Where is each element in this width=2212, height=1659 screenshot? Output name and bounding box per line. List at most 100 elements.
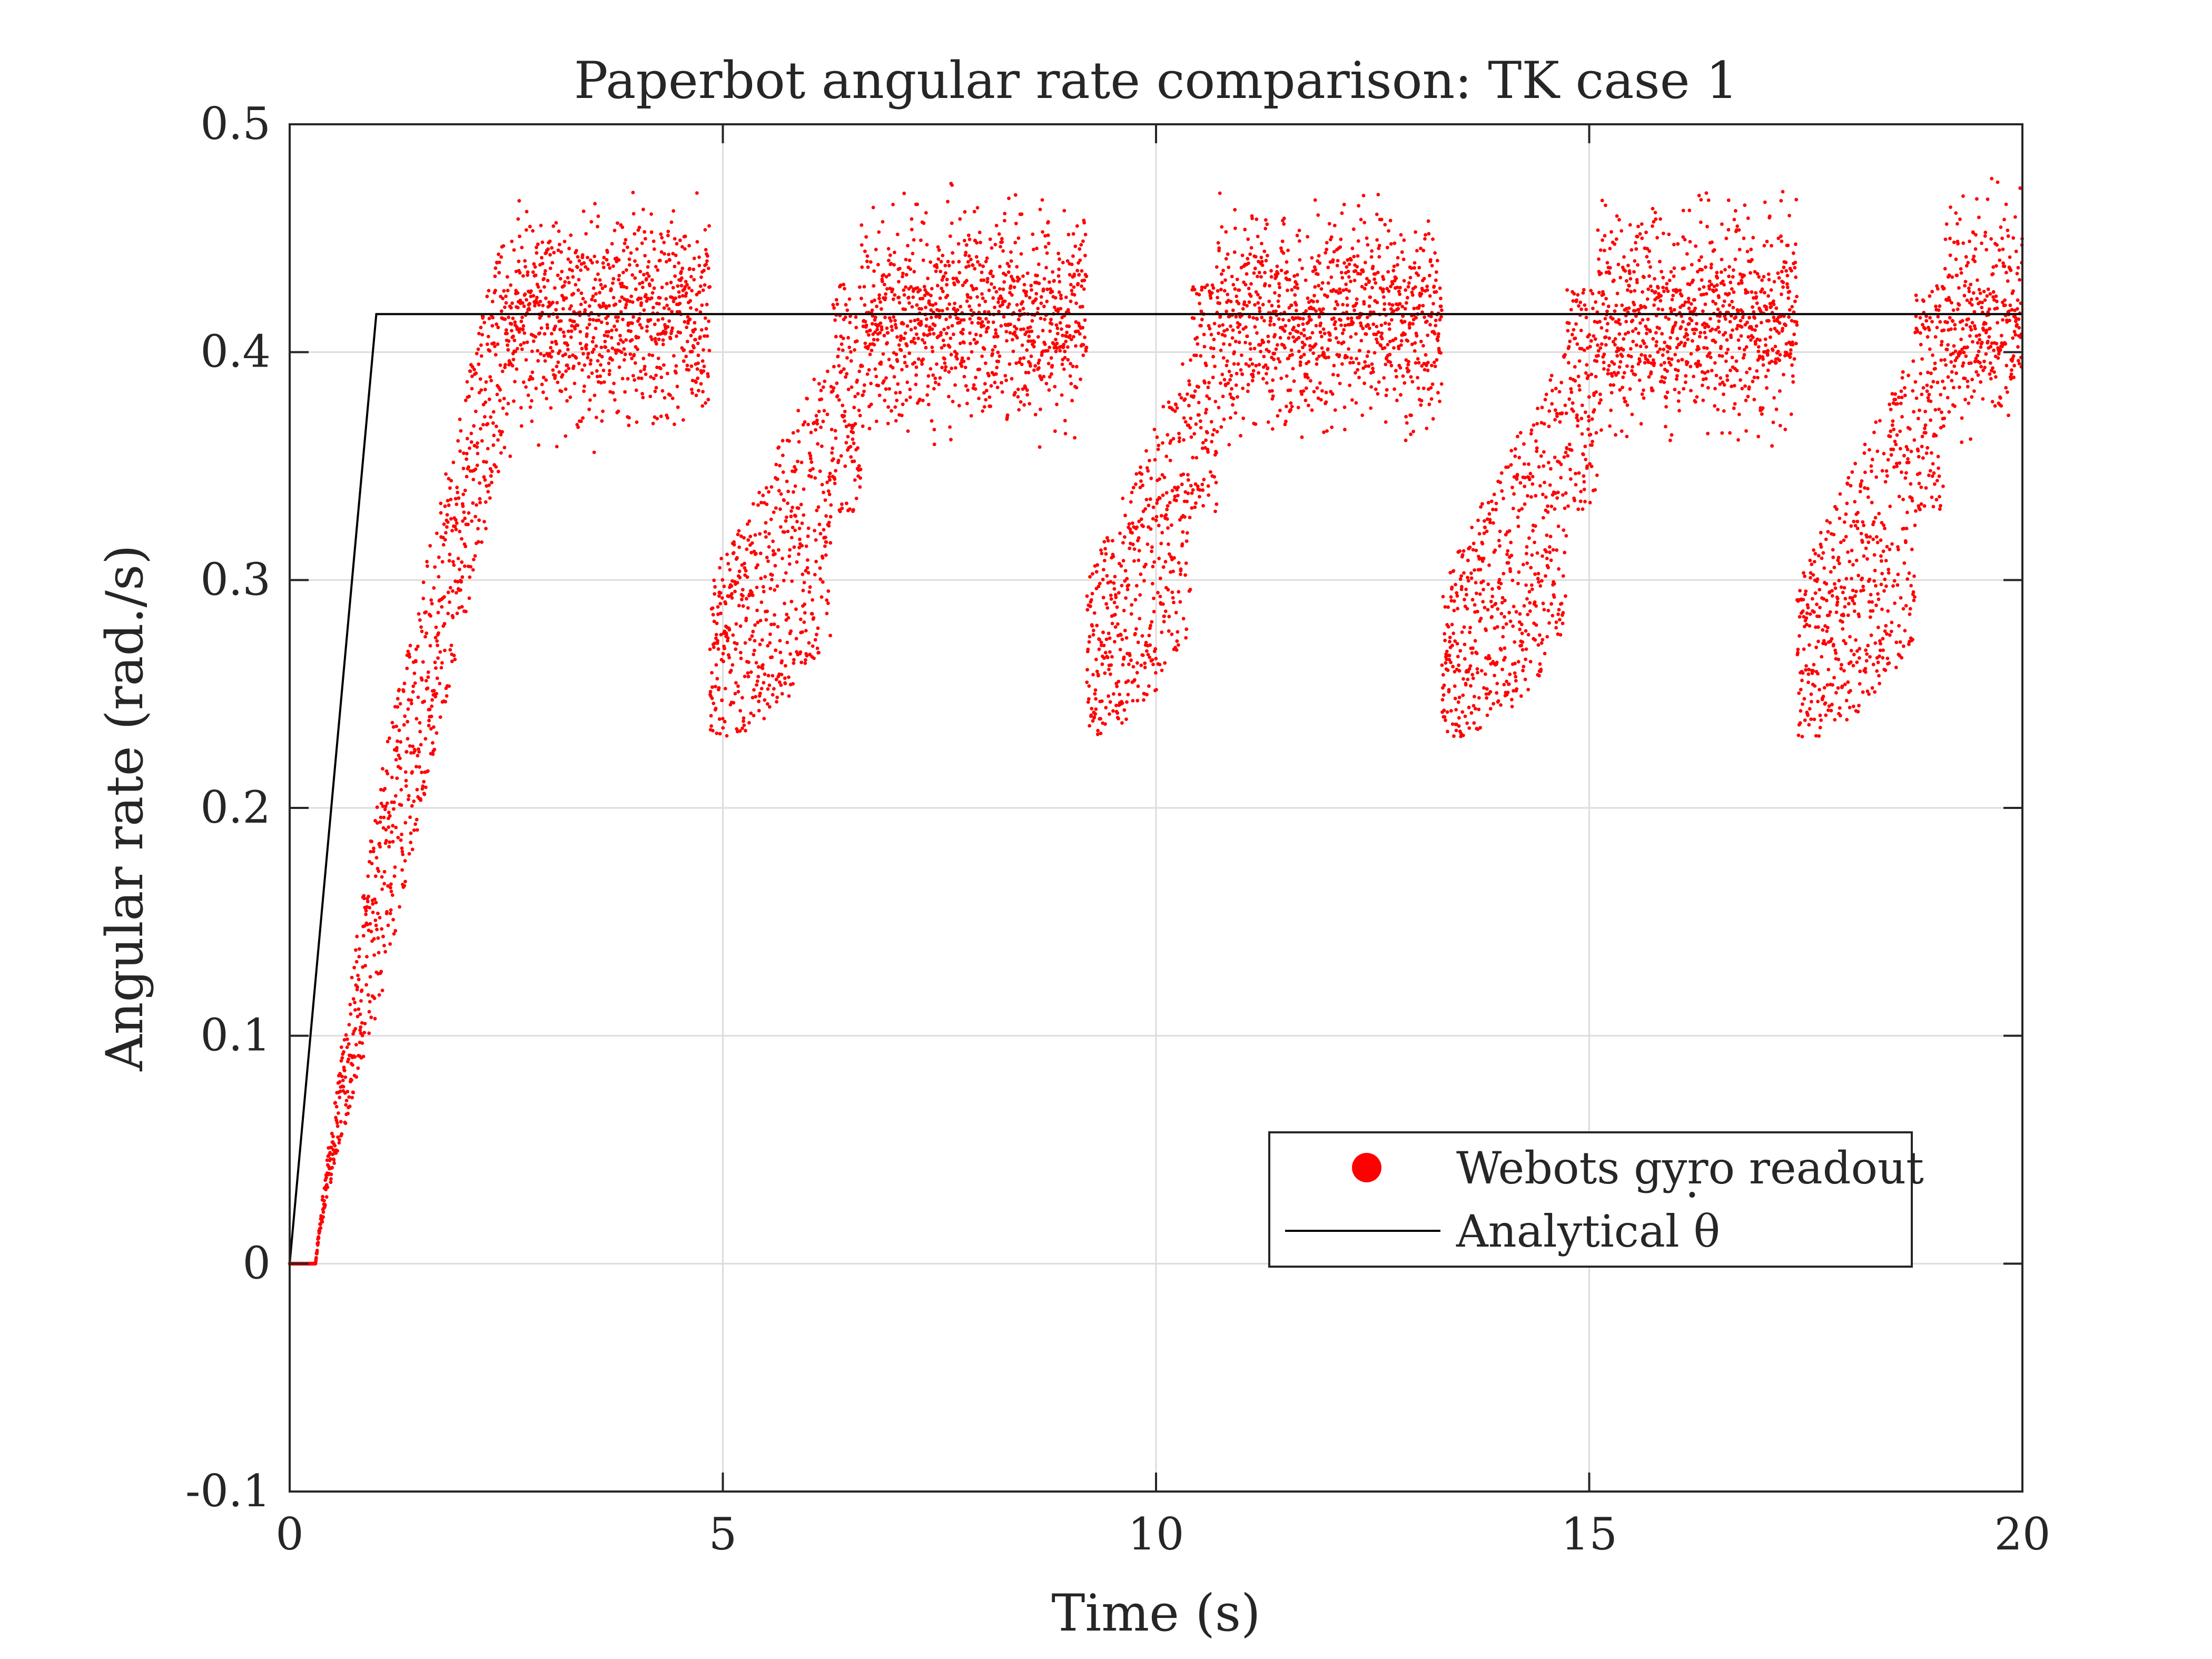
scatter-point <box>1198 495 1201 499</box>
scatter-point <box>1303 278 1308 282</box>
scatter-point <box>1401 314 1405 318</box>
scatter-point <box>1481 579 1485 583</box>
scatter-point <box>1065 259 1070 263</box>
scatter-point <box>911 295 915 299</box>
scatter-point <box>1209 470 1212 474</box>
scatter-point <box>1160 473 1164 477</box>
scatter-point <box>1450 585 1454 589</box>
scatter-point <box>506 289 510 292</box>
scatter-point <box>511 317 515 320</box>
scatter-point <box>572 320 576 323</box>
scatter-point <box>1446 625 1450 629</box>
scatter-point <box>1154 657 1158 660</box>
scatter-point <box>675 334 678 338</box>
scatter-point <box>1348 361 1352 365</box>
scatter-point <box>819 397 824 401</box>
scatter-point <box>1208 327 1212 331</box>
scatter-point <box>1106 539 1110 543</box>
scatter-point <box>1470 598 1475 602</box>
scatter-point <box>462 451 466 455</box>
scatter-point <box>390 830 393 834</box>
scatter-point <box>1475 651 1479 655</box>
scatter-point <box>566 348 570 351</box>
scatter-point <box>493 344 497 348</box>
scatter-point <box>587 322 591 327</box>
scatter-point <box>1102 540 1107 544</box>
scatter-point <box>824 514 828 518</box>
scatter-point <box>434 692 438 696</box>
scatter-point <box>329 1146 333 1149</box>
scatter-point <box>1063 419 1067 423</box>
scatter-point <box>790 579 794 583</box>
scatter-point <box>1347 289 1351 293</box>
scatter-point <box>804 629 808 633</box>
scatter-point <box>534 387 538 390</box>
scatter-point <box>845 308 850 312</box>
scatter-point <box>540 255 544 260</box>
scatter-point <box>1053 296 1058 300</box>
scatter-point <box>1352 254 1356 259</box>
scatter-point <box>1430 363 1434 368</box>
scatter-point <box>964 384 968 388</box>
scatter-point <box>453 525 457 529</box>
scatter-point <box>685 325 689 329</box>
scatter-point <box>1113 640 1117 644</box>
scatter-point <box>1081 304 1084 309</box>
scatter-point <box>915 303 919 307</box>
scatter-point <box>1419 246 1423 251</box>
scatter-point <box>647 260 651 264</box>
scatter-point <box>406 707 410 711</box>
scatter-point <box>1070 262 1074 266</box>
scatter-point <box>795 520 799 524</box>
scatter-point <box>890 328 894 332</box>
scatter-point <box>965 299 969 303</box>
scatter-point <box>819 389 823 392</box>
scatter-point <box>608 369 611 373</box>
scatter-point <box>1276 343 1279 347</box>
scatter-point <box>813 572 817 577</box>
scatter-point <box>1085 594 1089 598</box>
scatter-point <box>463 488 467 492</box>
scatter-point <box>1358 349 1362 352</box>
scatter-point <box>667 252 670 256</box>
scatter-point <box>767 490 771 494</box>
scatter-point <box>775 584 779 588</box>
scatter-point <box>661 338 665 342</box>
scatter-point <box>1237 288 1241 292</box>
scatter-point <box>1479 617 1483 620</box>
scatter-point <box>651 305 655 310</box>
scatter-point <box>1088 575 1092 579</box>
scatter-point <box>1355 297 1359 301</box>
scatter-point <box>1269 275 1273 279</box>
scatter-point <box>1429 258 1433 262</box>
scatter-point <box>459 588 462 592</box>
scatter-point <box>907 259 912 262</box>
scatter-point <box>399 740 403 744</box>
scatter-point <box>433 636 438 640</box>
scatter-point <box>1158 663 1162 667</box>
scatter-point <box>1391 269 1396 273</box>
scatter-point <box>639 376 644 380</box>
scatter-point <box>818 577 823 581</box>
scatter-point <box>835 381 839 386</box>
scatter-point <box>1151 581 1154 586</box>
scatter-point <box>1250 362 1255 366</box>
scatter-point <box>637 376 640 380</box>
scatter-point <box>1063 355 1067 360</box>
scatter-point <box>445 525 449 529</box>
scatter-point <box>1138 617 1142 620</box>
scatter-point <box>1041 230 1044 234</box>
scatter-point <box>1263 282 1267 286</box>
scatter-point <box>789 536 794 540</box>
scatter-point <box>825 480 829 485</box>
scatter-series-webots <box>288 176 2025 1266</box>
scatter-point <box>605 321 609 325</box>
scatter-point <box>1034 292 1039 295</box>
scatter-point <box>1398 366 1403 370</box>
scatter-point <box>1240 253 1245 258</box>
scatter-point <box>1288 278 1291 282</box>
scatter-point <box>854 325 858 330</box>
scatter-point <box>532 262 536 266</box>
scatter-point <box>669 220 674 224</box>
scatter-point <box>1082 278 1087 282</box>
